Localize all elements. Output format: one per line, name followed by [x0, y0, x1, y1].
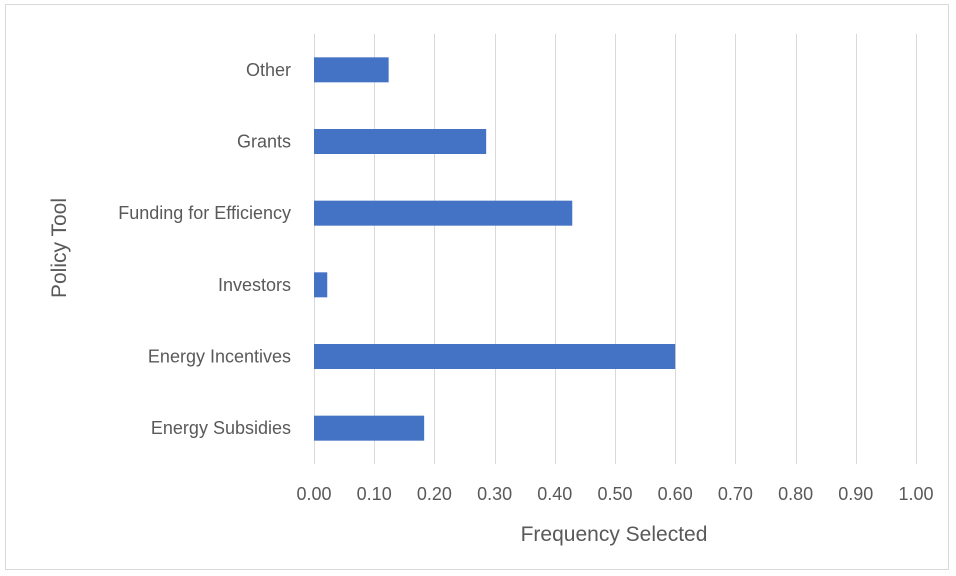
category-labels: Energy Subsidies Energy Incentives Investo… [118, 60, 291, 438]
x-tick-label: 1.00 [898, 484, 933, 504]
x-tick-labels: 0.00 0.10 0.20 0.30 0.40 0.50 0.60 0.70 0.80 0.90… [296, 484, 933, 504]
x-tick-label: 0.30 [477, 484, 512, 504]
category-label: Energy Incentives [148, 347, 291, 367]
x-tick-label: 0.50 [597, 484, 632, 504]
x-tick-label: 0.60 [658, 484, 693, 504]
x-axis-title: Frequency Selected [521, 523, 708, 546]
bar [314, 200, 573, 226]
x-tick-label: 0.10 [357, 484, 392, 504]
x-tick-label: 0.20 [417, 484, 452, 504]
category-label: Investors [218, 275, 291, 295]
gridlines [314, 34, 917, 464]
x-tick-label: 0.90 [838, 484, 873, 504]
x-tick-label: 0.80 [778, 484, 813, 504]
bar [314, 57, 389, 83]
bar [314, 415, 425, 441]
x-tick-label: 0.70 [718, 484, 753, 504]
x-tick-label: 0.00 [296, 484, 331, 504]
bar [314, 272, 328, 298]
category-label: Funding for Efficiency [118, 203, 291, 223]
bars [314, 57, 676, 441]
category-label: Grants [237, 132, 291, 152]
x-tick-label: 0.40 [537, 484, 572, 504]
y-axis-title: Policy Tool [48, 198, 71, 298]
bar [314, 129, 487, 154]
bar [314, 344, 676, 369]
category-label: Energy Subsidies [151, 418, 291, 438]
chart-frame [5, 4, 949, 570]
category-label: Other [246, 60, 291, 80]
